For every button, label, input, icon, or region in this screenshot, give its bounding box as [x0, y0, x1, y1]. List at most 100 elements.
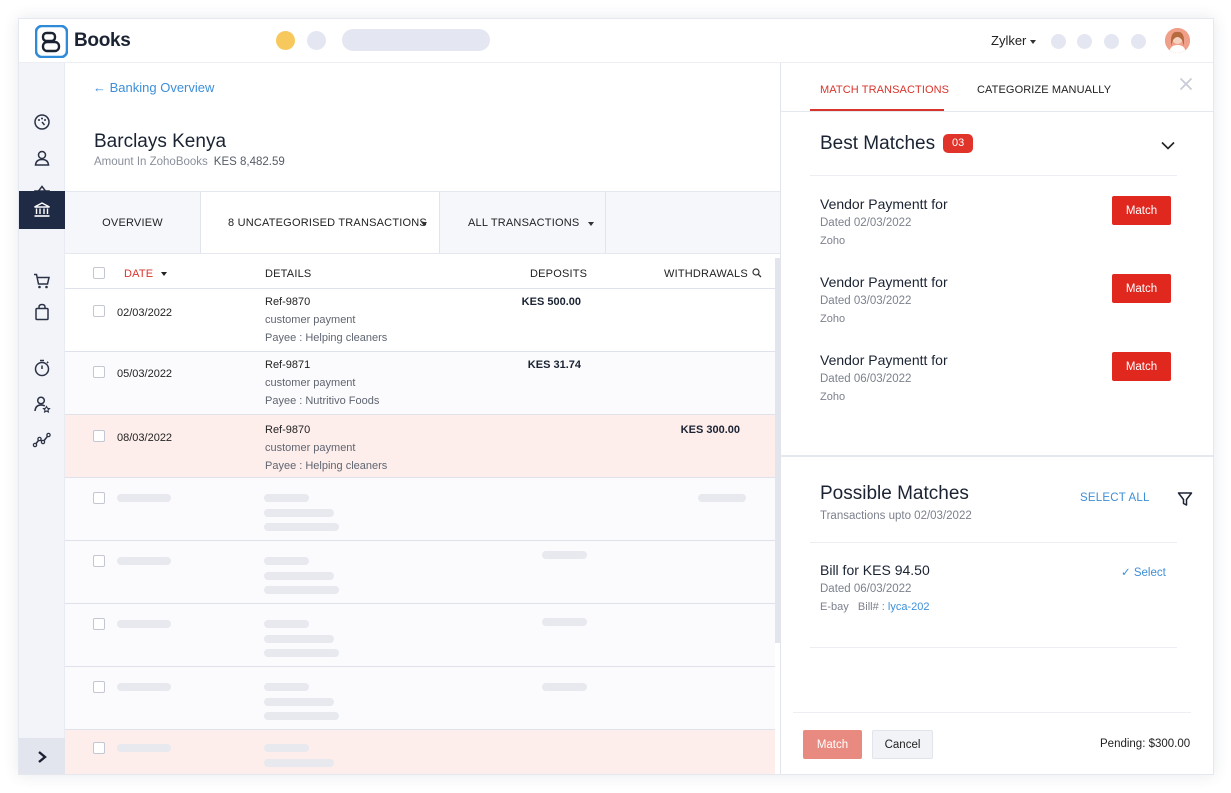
- row-checkbox[interactable]: [93, 618, 105, 630]
- table-row[interactable]: 05/03/2022 Ref-9871 customer payment Pay…: [65, 352, 775, 415]
- search-icon[interactable]: [752, 268, 762, 278]
- tab-all-transactions[interactable]: ALL TRANSACTIONS: [440, 192, 606, 253]
- row-date: 02/03/2022: [117, 307, 173, 319]
- table-row-loading: [65, 730, 775, 774]
- sales-cart-icon[interactable]: [32, 271, 52, 291]
- header-placeholder-icon[interactable]: [1131, 34, 1146, 49]
- tab-uncategorised-transactions[interactable]: 8 UNCATEGORISED TRANSACTIONS: [200, 192, 440, 253]
- header-placeholder-icon[interactable]: [1051, 34, 1066, 49]
- caret-down-icon[interactable]: [421, 222, 427, 226]
- skeleton-placeholder: [264, 523, 339, 531]
- match-button[interactable]: Match: [1112, 274, 1171, 303]
- match-transactions-panel: MATCH TRANSACTIONS CATEGORIZE MANUALLY B…: [780, 63, 1213, 774]
- match-vendor: Zoho: [820, 235, 846, 247]
- cancel-button[interactable]: Cancel: [872, 730, 933, 759]
- skeleton-placeholder: [264, 744, 309, 752]
- bank-icon: [34, 202, 50, 217]
- divider: [810, 175, 1177, 176]
- column-withdrawals: WITHDRAWALS: [664, 268, 748, 280]
- contacts-icon[interactable]: [32, 148, 52, 168]
- caret-down-icon[interactable]: [588, 222, 594, 226]
- accountant-icon[interactable]: [32, 394, 52, 414]
- row-ref: Ref-9870: [265, 424, 311, 436]
- books-logo-icon[interactable]: [35, 25, 68, 58]
- org-name: Zylker: [991, 33, 1027, 48]
- tab-divider: [781, 111, 1213, 112]
- filter-icon[interactable]: [1177, 491, 1193, 507]
- skeleton-placeholder: [542, 551, 587, 559]
- main-content: ← Banking Overview Barclays Kenya Amount…: [65, 63, 780, 774]
- match-title: Vendor Paymentt for: [820, 274, 948, 290]
- row-payee: Payee : Helping cleaners: [265, 460, 388, 472]
- search-input[interactable]: [342, 29, 490, 51]
- amount-label: Amount In ZohoBooks: [94, 156, 208, 168]
- row-checkbox[interactable]: [93, 492, 105, 504]
- match-title: Vendor Paymentt for: [820, 352, 948, 368]
- row-description: customer payment: [265, 442, 356, 454]
- table-row[interactable]: 08/03/2022 Ref-9870 customer payment Pay…: [65, 415, 775, 478]
- row-checkbox[interactable]: [93, 681, 105, 693]
- select-all-checkbox[interactable]: [93, 267, 105, 279]
- dashboard-icon[interactable]: [32, 112, 52, 132]
- row-checkbox[interactable]: [93, 555, 105, 567]
- bill-number-link[interactable]: lyca-202: [887, 601, 930, 613]
- back-to-banking-overview-link[interactable]: ← Banking Overview: [93, 80, 215, 95]
- row-checkbox[interactable]: [93, 305, 105, 317]
- tab-match-transactions[interactable]: MATCH TRANSACTIONS: [820, 84, 950, 96]
- row-ref: Ref-9871: [265, 359, 311, 371]
- bill-number-label: Bill# :: [857, 601, 885, 613]
- skeleton-placeholder: [264, 635, 334, 643]
- bill-title: Bill for KES 94.50: [820, 562, 930, 578]
- select-link[interactable]: ✓ Select: [1121, 567, 1166, 579]
- bill-date: Dated 06/03/2022: [820, 583, 912, 595]
- table-row[interactable]: 02/03/2022 Ref-9870 customer payment Pay…: [65, 289, 775, 352]
- possible-matches-title: Possible Matches: [820, 483, 969, 504]
- row-checkbox[interactable]: [93, 366, 105, 378]
- chevron-right-icon: [38, 751, 47, 763]
- row-payee: Payee : Helping cleaners: [265, 332, 388, 344]
- header-placeholder-icon[interactable]: [1104, 34, 1119, 49]
- bill-vendor: E-bay: [820, 601, 849, 613]
- skeleton-placeholder: [264, 649, 339, 657]
- row-deposit: KES 500.00: [521, 296, 581, 308]
- transactions-table: DATE DETAILS DEPOSITS WITHDRAWALS 02/03/…: [65, 258, 775, 774]
- skeleton-placeholder: [264, 759, 334, 767]
- table-row-loading: [65, 541, 775, 604]
- account-title: Barclays Kenya: [94, 131, 227, 152]
- sidebar-expand-button[interactable]: [19, 738, 65, 774]
- column-date[interactable]: DATE: [124, 268, 167, 280]
- timesheet-stopwatch-icon[interactable]: [32, 358, 52, 378]
- row-checkbox[interactable]: [93, 742, 105, 754]
- skeleton-placeholder: [264, 557, 309, 565]
- match-button[interactable]: Match: [1112, 352, 1171, 381]
- active-tab-indicator: [810, 109, 944, 111]
- footer-match-button[interactable]: Match: [803, 730, 862, 759]
- org-switcher[interactable]: Zylker: [991, 33, 1037, 48]
- header-placeholder-icon[interactable]: [1077, 34, 1092, 49]
- row-withdrawal: KES 300.00: [680, 424, 740, 436]
- purchases-bag-icon[interactable]: [32, 302, 52, 322]
- skeleton-placeholder: [117, 683, 171, 691]
- row-payee: Payee : Nutritivo Foods: [265, 395, 380, 407]
- account-amount: Amount In ZohoBooks KES 8,482.59: [94, 156, 285, 168]
- divider: [810, 542, 1177, 543]
- close-icon[interactable]: [1179, 77, 1193, 91]
- table-scrollbar[interactable]: [775, 258, 780, 643]
- skeleton-placeholder: [117, 744, 171, 752]
- reports-chart-icon[interactable]: [32, 430, 52, 450]
- row-date: 08/03/2022: [117, 432, 173, 444]
- tab-overview[interactable]: OVERVIEW: [65, 192, 200, 253]
- skeleton-placeholder: [117, 557, 171, 565]
- select-all-link[interactable]: SELECT ALL: [1080, 492, 1150, 504]
- brand-name: Books: [74, 30, 131, 51]
- transaction-tabs: OVERVIEW 8 UNCATEGORISED TRANSACTIONS AL…: [65, 191, 780, 254]
- sidebar-item-banking[interactable]: [19, 191, 65, 229]
- tab-categorize-manually[interactable]: CATEGORIZE MANUALLY: [977, 84, 1112, 96]
- bill-meta: E-bay Bill# : lyca-202: [820, 601, 929, 613]
- caret-down-icon: [1030, 39, 1037, 44]
- row-checkbox[interactable]: [93, 430, 105, 442]
- match-button[interactable]: Match: [1112, 196, 1171, 225]
- avatar[interactable]: [1165, 28, 1190, 53]
- section-divider: [781, 455, 1213, 457]
- chevron-down-icon[interactable]: [1161, 141, 1175, 150]
